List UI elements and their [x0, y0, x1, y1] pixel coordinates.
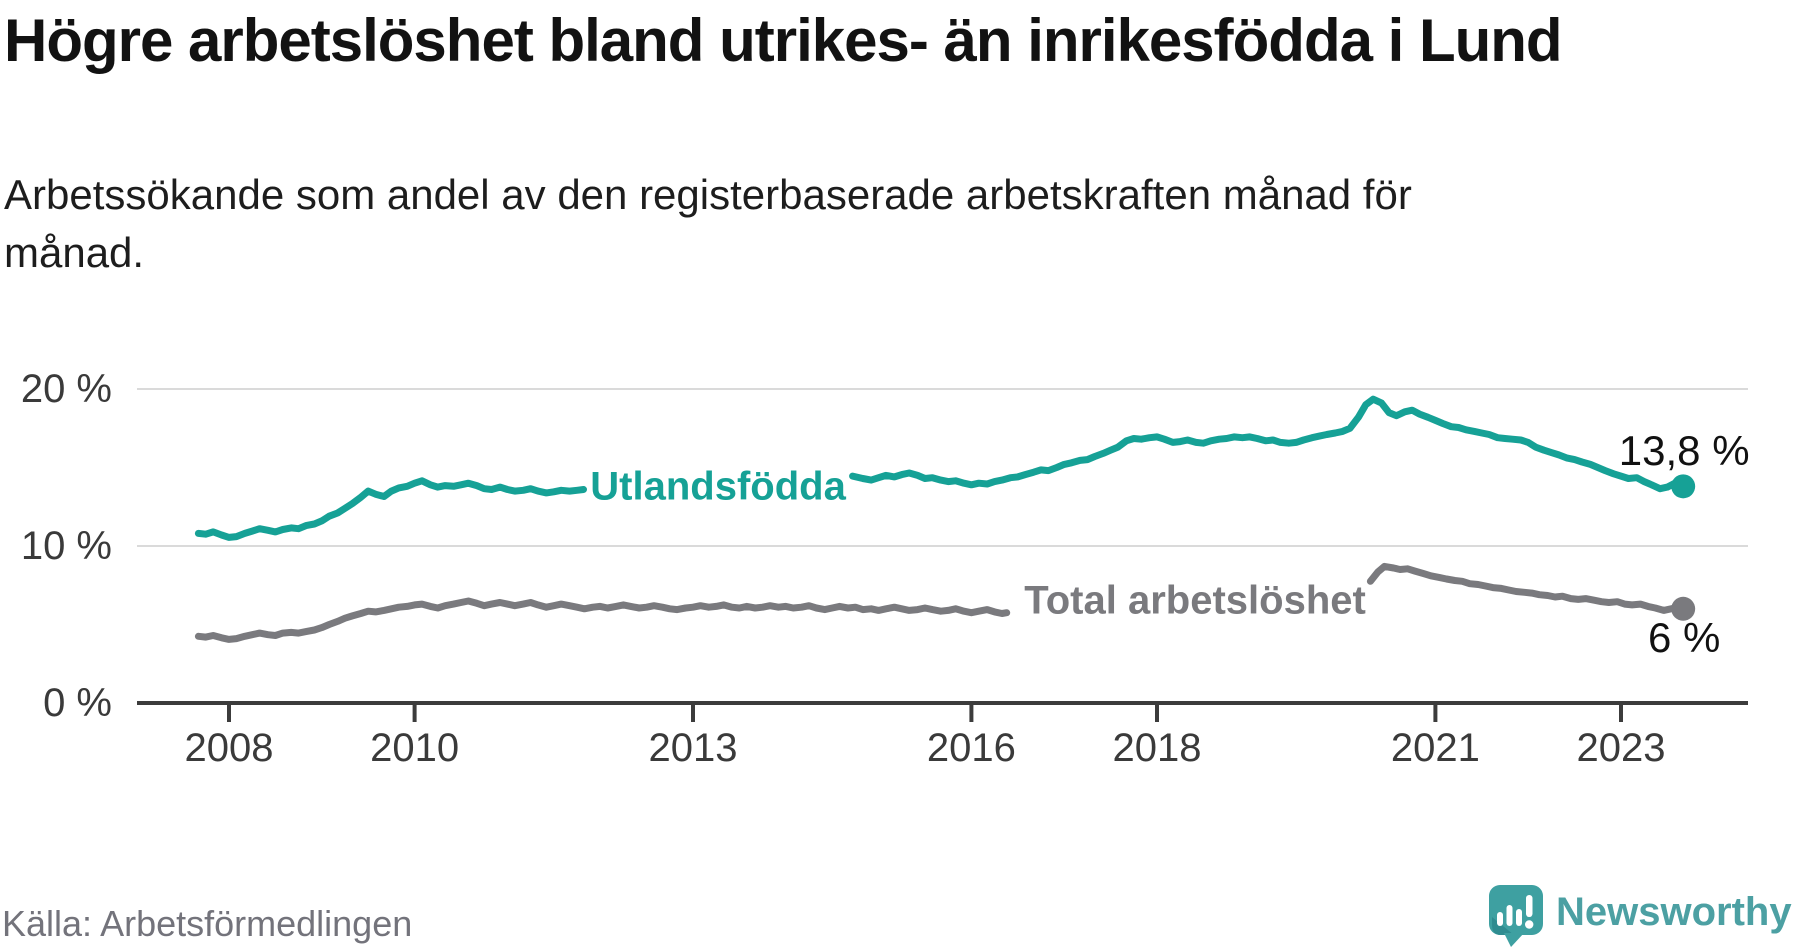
series-line-1	[1366, 562, 1687, 614]
newsworthy-logo: Newsworthy	[1488, 884, 1792, 948]
newsworthy-logo-icon	[1489, 885, 1543, 947]
newsworthy-logo-text: Newsworthy	[1556, 890, 1792, 934]
end-dot-0	[1671, 474, 1696, 499]
series-line-0	[849, 395, 1687, 493]
end-dot-1	[1671, 596, 1696, 621]
page-subtitle: Arbetssökande som andel av den registerb…	[4, 171, 1412, 276]
series-line-1	[194, 597, 1011, 643]
series-line-0	[194, 477, 587, 541]
source-note: Källa: Arbetsförmedlingen	[2, 903, 413, 944]
page-title: Högre arbetslöshet bland utrikes- än inr…	[4, 7, 1563, 74]
